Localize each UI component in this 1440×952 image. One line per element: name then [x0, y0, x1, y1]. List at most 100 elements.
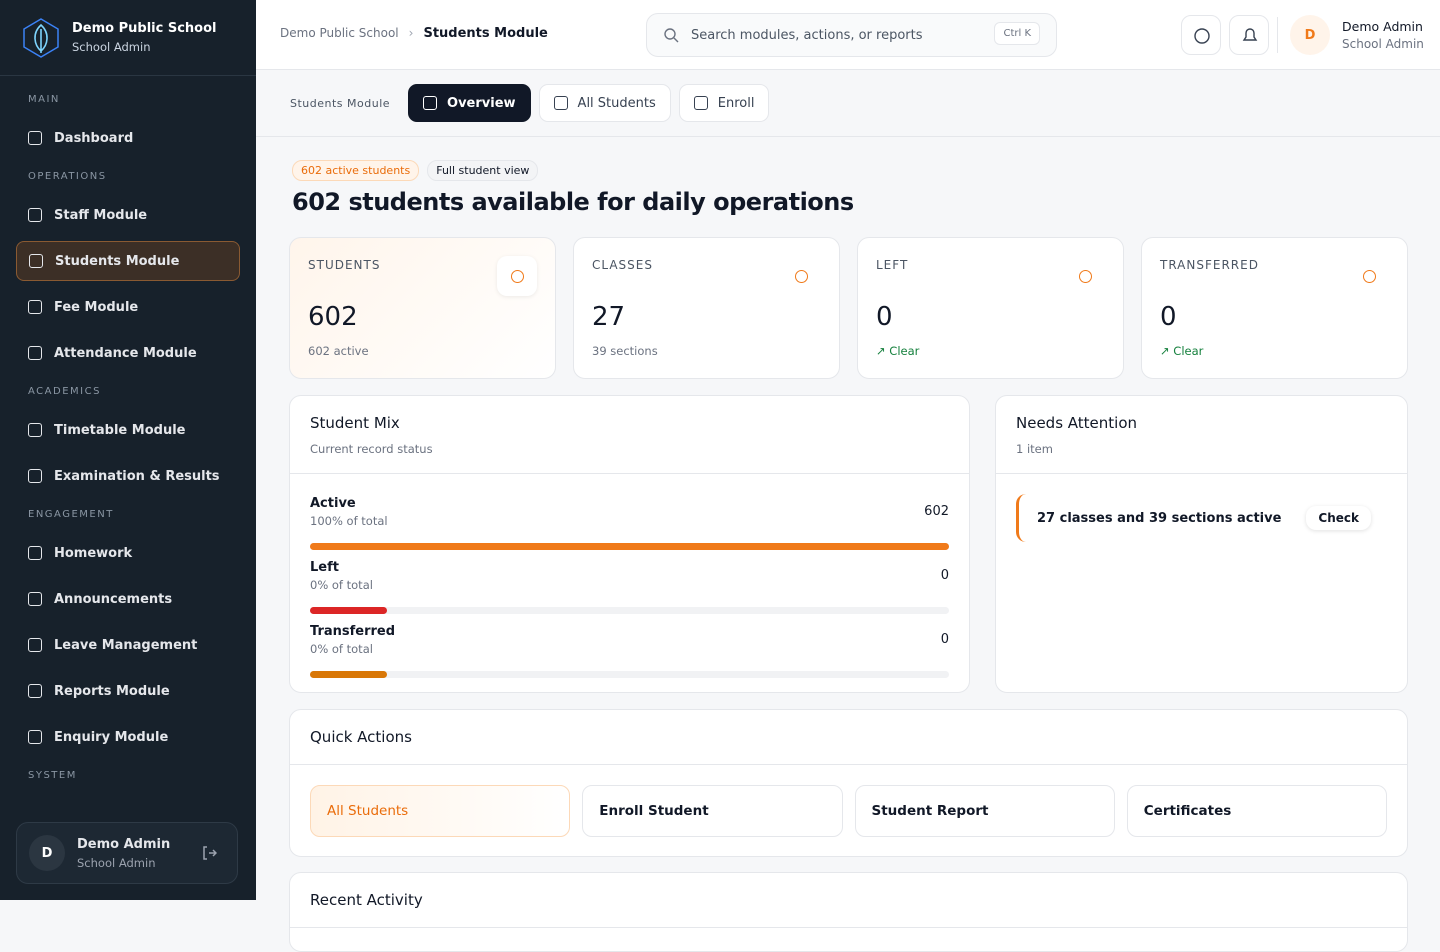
recent-activity-card: Recent Activity [289, 872, 1408, 952]
nav-item[interactable]: Timetable Module [16, 410, 240, 450]
mix-share: 0% of total [310, 578, 373, 592]
nav-icon [28, 684, 42, 698]
icon-glyph [794, 269, 808, 283]
stat-label: CLASSES [592, 258, 653, 272]
badge: 602 active students [292, 160, 420, 181]
nav-item[interactable]: Fee Module [16, 287, 240, 327]
mix-name: Left [310, 560, 339, 575]
notifications-button[interactable] [1229, 15, 1269, 55]
quick-action[interactable]: All Students [310, 785, 571, 837]
stat-card: CLASSES 27 39 sections [573, 237, 840, 379]
nav-label: Attendance Module [54, 345, 197, 361]
tab-label: All Students [577, 95, 656, 111]
mix-name: Transferred [310, 624, 396, 639]
breadcrumb: Demo Public School › Students Module [280, 26, 548, 41]
stat-note: ↗ Clear [1160, 344, 1389, 358]
nav-item[interactable]: Students Module [16, 241, 240, 281]
crumb: Students Module [423, 26, 548, 41]
nav-label: Students Module [55, 253, 180, 269]
quick-actions-card: Quick Actions All Students Enroll Student… [289, 709, 1408, 857]
stat-value: 602 [308, 302, 358, 332]
search[interactable]: Search modules, actions, or reports Ctrl… [646, 13, 1057, 57]
stat-card: STUDENTS 602 602 active [289, 237, 556, 379]
tab-icon [553, 96, 568, 110]
attention-action[interactable]: Check [1306, 506, 1371, 530]
nav-icon [28, 208, 42, 222]
badge: Full student view [427, 160, 539, 181]
stat-value: 0 [876, 302, 893, 332]
nav-item[interactable]: Enquiry Module [16, 717, 240, 757]
tab-bar: Students Module Overview All Students Enro… [256, 70, 1440, 137]
nav-icon [28, 546, 42, 560]
mix-name: Active [310, 496, 356, 511]
stat-label: LEFT [876, 258, 909, 272]
nav-item[interactable]: Staff Module [16, 195, 240, 235]
nav-label: Timetable Module [54, 422, 186, 438]
stat-value: 27 [592, 302, 626, 332]
nav-item[interactable]: Examination & Results [16, 456, 240, 496]
nav-label: Fee Module [54, 299, 139, 315]
tab[interactable]: Enroll [678, 84, 770, 122]
help-button[interactable] [1181, 15, 1221, 55]
quick-action[interactable]: Certificates [1126, 785, 1387, 837]
nav-label: Examination & Results [54, 468, 220, 484]
stat-card: TRANSFERRED 0 ↗ Clear [1141, 237, 1408, 379]
nav: MAIN Dashboard OPERATIONS Staff Module Stude… [0, 92, 256, 784]
tab-icon [423, 96, 438, 110]
nav-item[interactable]: Reports Module [16, 671, 240, 711]
section-label: MAIN [28, 94, 60, 105]
quick-action[interactable]: Student Report [854, 785, 1115, 837]
tab[interactable]: Overview [408, 84, 531, 122]
brand: Demo Public School School Admin [0, 0, 256, 76]
card-title: Student Mix [310, 414, 400, 432]
user-name: Demo Admin [77, 836, 171, 852]
nav-icon [28, 730, 42, 744]
bar [310, 607, 387, 614]
section-label: OPERATIONS [28, 171, 107, 182]
stat-note: 602 active [308, 344, 537, 358]
card-title: Quick Actions [310, 728, 412, 746]
student-mix-card: Student Mix Current record status Active 1… [289, 395, 970, 693]
tab-label: Enroll [717, 95, 755, 111]
top-user[interactable]: D Demo Admin School Admin [1290, 15, 1424, 55]
stat-icon [1065, 256, 1105, 296]
search-placeholder: Search modules, actions, or reports [691, 27, 923, 43]
user-card[interactable]: D Demo Admin School Admin [16, 822, 238, 884]
crumb[interactable]: Demo Public School [280, 26, 399, 40]
icon-glyph [510, 269, 524, 283]
mix-row: Left 0% of total 0 [310, 560, 949, 614]
nav-item[interactable]: Dashboard [16, 118, 240, 158]
badges: 602 active students Full student view [292, 160, 539, 181]
attention-card: Needs Attention 1 item 27 classes and 39 … [995, 395, 1408, 693]
avatar: D [1290, 15, 1330, 55]
stat-note: ↗ Clear [876, 344, 1105, 358]
nav-item[interactable]: Homework [16, 533, 240, 573]
nav-label: Announcements [54, 591, 173, 607]
stat-icon [1349, 256, 1389, 296]
tab[interactable]: All Students [538, 84, 671, 122]
attention-item: 27 classes and 39 sections active Check [1016, 494, 1387, 542]
sidebar: Demo Public School School Admin MAIN Dashb… [0, 0, 256, 900]
nav-icon [28, 300, 42, 314]
nav-item[interactable]: Announcements [16, 579, 240, 619]
nav-icon [28, 638, 42, 652]
card-title: Recent Activity [310, 891, 423, 909]
nav-label: Reports Module [54, 683, 170, 699]
nav-item[interactable]: Leave Management [16, 625, 240, 665]
icon-glyph [1362, 269, 1376, 283]
mix-value: 602 [924, 504, 949, 519]
tab-bar-label: Students Module [290, 96, 391, 110]
stat-note: 39 sections [592, 344, 821, 358]
quick-action[interactable]: Enroll Student [582, 785, 843, 837]
stat-label: TRANSFERRED [1160, 258, 1259, 272]
nav-item[interactable]: Attendance Module [16, 333, 240, 373]
tab-icon [693, 96, 708, 110]
bar [310, 671, 387, 678]
nav-label: Leave Management [54, 637, 198, 653]
trend-icon: ↗ [876, 344, 890, 358]
stat-note-text: 39 sections [592, 344, 658, 358]
logout-icon[interactable] [201, 845, 217, 861]
nav-label: Staff Module [54, 207, 148, 223]
stat-note-text: Clear [889, 344, 920, 358]
user-role: School Admin [77, 855, 156, 870]
